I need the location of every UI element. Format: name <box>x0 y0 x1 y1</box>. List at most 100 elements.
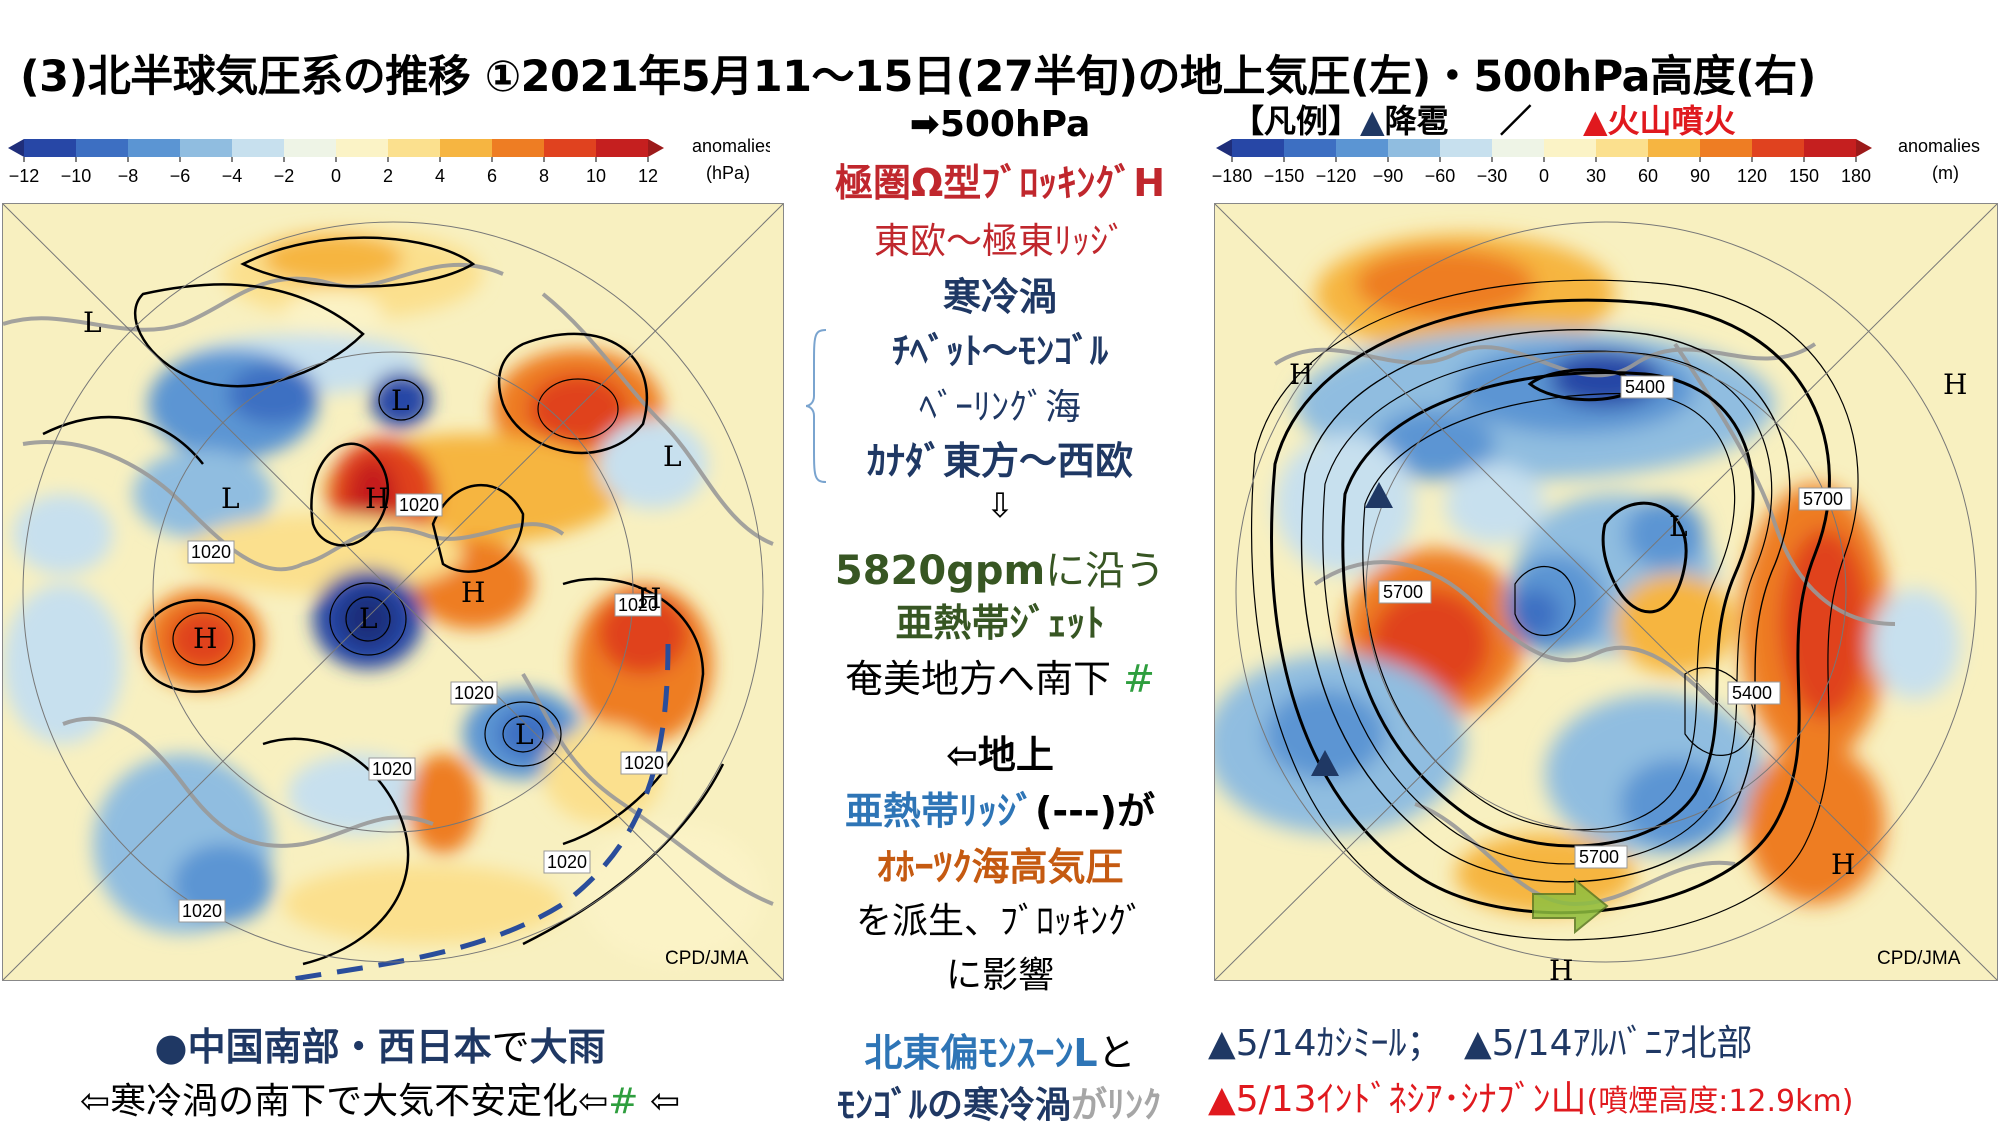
gpm-value: 5820gpm <box>834 548 1046 594</box>
low-center-marker: L <box>663 440 682 473</box>
low-center-marker: L <box>1669 510 1688 543</box>
surface-pressure-map-canvas: 1020 1020 1020 1020 1020 1020 1020 1020 … <box>3 204 783 980</box>
low-center-marker: L <box>83 306 102 339</box>
label-okhotsk-high: ｵﾎｰﾂｸ海高気圧 <box>876 845 1124 889</box>
left-arrow-icon: ⇦ <box>649 1081 681 1122</box>
left-colorbar-tick-label: −8 <box>118 166 139 186</box>
hash-mark: # <box>608 1081 639 1122</box>
instability-line: ⇦寒冷渦の南下で大気不安定化⇦# ⇦ <box>0 1072 760 1124</box>
left-colorbar-tick-label: −10 <box>61 166 92 186</box>
dashed-legend-text: (---) <box>1034 789 1118 833</box>
right-colorbar-tick-label: 30 <box>1586 166 1606 186</box>
volcano-event-sinabung: 5/13ｲﾝﾄﾞﾈｼｱ･ｼﾅﾌﾞﾝ山 <box>1235 1079 1587 1120</box>
surface-map-credit: CPD/JMA <box>665 948 749 969</box>
label-cold-vortex: 寒冷渦 <box>942 275 1057 319</box>
height-contour-label: 5700 <box>1383 582 1423 602</box>
surface-isobar-label: 1020 <box>372 759 412 779</box>
left-colorbar-tick-label: −12 <box>9 166 40 186</box>
label-ridge: 東欧～極東ﾘｯｼﾞ <box>873 221 1126 262</box>
high-center-marker: H <box>365 482 389 515</box>
height-label-group: 5400 5700 5700 5400 5700 <box>1378 375 1852 869</box>
label-blocking-high: 極圏Ω型ﾌﾞﾛｯｷﾝｸﾞH <box>834 161 1166 205</box>
left-colorbar-tick-label: 0 <box>331 166 341 186</box>
right-colorbar-tick-label: 60 <box>1638 166 1658 186</box>
instability-text: ⇦寒冷渦の南下で大気不安定化⇦ <box>79 1081 609 1122</box>
label-cold-vortex-canada: ｶﾅﾀﾞ東方～西欧 <box>866 439 1133 483</box>
volcano-event-line: ▲5/13ｲﾝﾄﾞﾈｼｱ･ｼﾅﾌﾞﾝ山(噴煙高度:12.9km) <box>1208 1070 1853 1122</box>
hail-triangle-icon: ▲ <box>1360 102 1385 140</box>
subtropical-ridge-text: 亜熱帯ﾘｯｼﾞ <box>844 789 1035 833</box>
label-amami-line: 奄美地方へ南下 # <box>780 648 1220 703</box>
left-colorbar-tick-label: −4 <box>222 166 243 186</box>
right-colorbar-tick-label: −60 <box>1425 166 1456 186</box>
label-monsoon-line: 北東偏ﾓﾝｽｰﾝLと <box>780 1022 1220 1077</box>
right-colorbar-unit-top: anomalies <box>1898 136 1980 156</box>
height-contour-label: 5700 <box>1579 847 1619 867</box>
left-colorbar-tick-label: −6 <box>170 166 191 186</box>
low-center-marker: L <box>221 482 240 515</box>
bullet-dot-icon: ● <box>154 1025 188 1069</box>
left-colorbar-tick-label: 2 <box>383 166 393 186</box>
to-text: と <box>1097 1031 1136 1075</box>
hail-event-markers <box>1311 482 1393 776</box>
surface-isobar-label: 1020 <box>618 595 658 615</box>
legend-separator: ／ <box>1499 102 1532 140</box>
left-colorbar: −12 −10 −8 −6 −4 −2 0 2 4 6 8 10 12 anomalies (hPa) <box>8 136 770 186</box>
high-center-marker: H <box>461 576 485 609</box>
heavy-rain-line: ●中国南部・西日本で大雨 <box>0 1016 760 1071</box>
right-colorbar: −180 −150 −120 −90 −60 −30 0 30 60 90 120 150 180 an… <box>1212 136 1980 186</box>
high-center-marker: H <box>1549 954 1573 980</box>
map-legend: 【凡例】▲降雹 ／ ▲火山噴火 <box>1232 96 1736 142</box>
hail-triangle-icon <box>1311 750 1339 776</box>
surface-isobar-label: 1020 <box>191 542 231 562</box>
left-colorbar-unit-bottom: (hPa) <box>706 163 750 183</box>
low-center-marker: L <box>359 602 378 635</box>
hail-triangle-icon: ▲ <box>1463 1023 1492 1064</box>
label-cold-vortex-tibet: ﾁﾍﾞｯﾄ～ﾓﾝｺﾞﾙ <box>891 331 1108 372</box>
low-center-marker: L <box>391 384 410 417</box>
link-text: がﾘﾝｸ <box>1071 1085 1162 1126</box>
low-center-marker: L <box>515 718 534 751</box>
hail-triangle-icon: ▲ <box>1208 1023 1236 1064</box>
down-arrow-icon: ⇩ <box>985 486 1015 526</box>
left-colorbar-unit-top: anomalies <box>692 136 770 156</box>
label-subtropical-ridge-line: 亜熱帯ﾘｯｼﾞ(---)が <box>780 780 1220 835</box>
high-center-marker: H <box>193 622 217 655</box>
left-colorbar-ticks: −12 −10 −8 −6 −4 −2 0 2 4 6 8 10 12 <box>9 157 658 186</box>
height-contour-label: 5700 <box>1803 489 1843 509</box>
surface-anomaly-contours <box>172 378 619 767</box>
heavy-rain-region: 中国南部・西日本 <box>187 1025 492 1069</box>
left-colorbar-tick-label: 8 <box>539 166 549 186</box>
height-map-grid <box>1215 204 1997 980</box>
left-colorbar-tick-label: 12 <box>638 166 658 186</box>
hail-triangle-icon <box>1365 482 1393 508</box>
surface-pressure-centers: L L L L L L H H H H <box>83 306 682 751</box>
surface-isobar-label: 1020 <box>624 753 664 773</box>
label-mongol-line: ﾓﾝｺﾞﾙの寒冷渦がﾘﾝｸ <box>784 1076 1214 1128</box>
right-colorbar-swatches <box>1216 139 1872 157</box>
surface-coastlines <box>3 262 774 906</box>
cold-vortex-bracket <box>806 329 827 483</box>
right-colorbar-tick-label: −30 <box>1477 166 1508 186</box>
label-500hpa: ➡500hPa <box>909 104 1091 145</box>
label-gpm-line: 5820gpmに沿う <box>780 538 1220 596</box>
right-colorbar-tick-label: −150 <box>1264 166 1305 186</box>
high-center-marker: H <box>1831 848 1855 881</box>
de-text: で <box>491 1025 530 1069</box>
high-center-marker: H <box>1289 358 1313 391</box>
monsoon-text: 北東偏ﾓﾝｽｰﾝL <box>864 1031 1098 1075</box>
volcano-triangle-icon: ▲ <box>1582 102 1608 140</box>
label-derive-line1: を派生、ﾌﾞﾛｯｷﾝｸﾞ <box>855 901 1144 942</box>
surface-isobar-label: 1020 <box>399 495 439 515</box>
surface-isobar-label: 1020 <box>547 852 587 872</box>
hash-mark: # <box>1123 657 1155 701</box>
mongol-text: ﾓﾝｺﾞﾙの <box>836 1085 963 1126</box>
page-title: (3)北半球気圧系の推移 ①2021年5月11～15日(27半旬)の地上気圧(左… <box>20 52 1816 102</box>
subtropical-ridge-dashed-line <box>292 643 671 980</box>
jet-arrow-icon <box>1532 877 1609 935</box>
high-center-marker: H <box>637 582 661 615</box>
right-colorbar-tick-label: 180 <box>1841 166 1871 186</box>
right-colorbar-tick-label: 120 <box>1737 166 1767 186</box>
hail-event-kashmir: 5/14ｶｼﾐｰﾙ； <box>1235 1023 1443 1064</box>
legend-volcano-label: 火山噴火 <box>1607 102 1736 140</box>
